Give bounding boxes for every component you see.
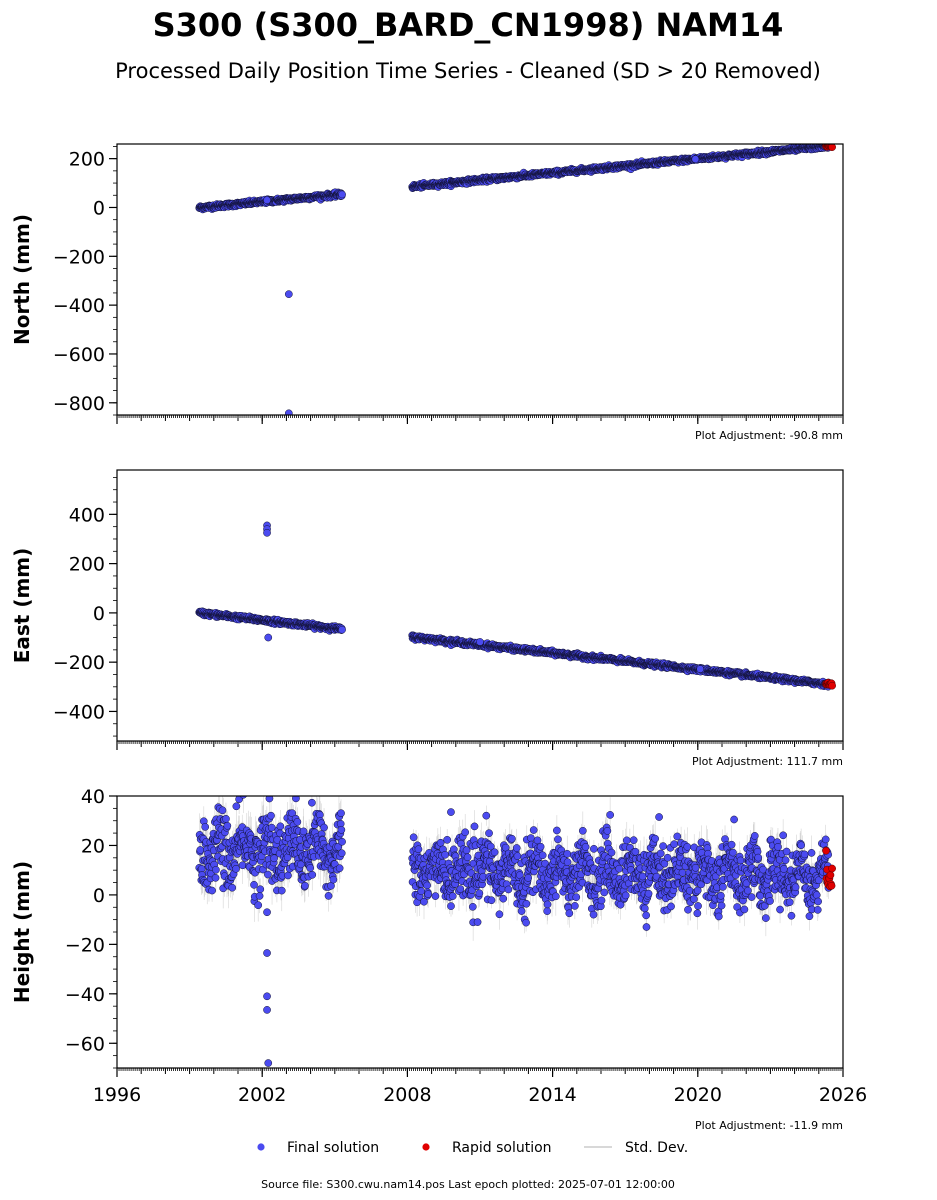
x-axis — [116, 741, 844, 750]
outlier-point — [263, 196, 271, 205]
y-tick-label: 200 — [69, 554, 105, 576]
y-axis: −400 −200 0 200 400 — [53, 476, 117, 737]
y-tick-label: 0 — [93, 197, 105, 219]
y-tick-label: 0 — [93, 603, 105, 625]
rapid-points — [822, 144, 836, 151]
chart-subtitle: Processed Daily Position Time Series - C… — [115, 59, 821, 83]
rapid-point — [828, 144, 836, 151]
plot-area — [195, 796, 836, 1067]
final-points — [195, 144, 833, 415]
y-tick-label: −800 — [53, 393, 105, 415]
y-tick-label: −200 — [53, 246, 105, 268]
final-point — [338, 190, 346, 199]
y-tick-label: −400 — [53, 295, 105, 317]
y-tick-label: 400 — [69, 504, 105, 526]
x-axis — [116, 415, 844, 424]
outlier-point — [284, 409, 293, 415]
y-tick-label: −400 — [53, 701, 105, 723]
rapid-point — [828, 681, 836, 690]
rapid-points — [822, 678, 836, 690]
y-axis: −800 −600 −400 −200 0 200 — [53, 146, 117, 416]
final-point — [338, 625, 346, 634]
outlier-point — [263, 528, 271, 537]
y-tick-label: 200 — [69, 149, 105, 171]
panel-north: −800 −600 −400 −200 0 200 North (mm) — [10, 143, 844, 424]
y-tick-label: −200 — [53, 652, 105, 674]
outlier-point — [691, 155, 700, 163]
plot-frame — [116, 469, 844, 742]
plot-area — [195, 521, 836, 691]
y-axis-label: East (mm) — [10, 548, 34, 664]
y-axis-label: North (mm) — [10, 214, 34, 345]
outlier-point — [476, 638, 484, 646]
final-points — [195, 521, 833, 691]
chart-title: S300 (S300_BARD_CN1998) NAM14 — [153, 6, 784, 44]
outlier-point — [264, 633, 273, 642]
plot-area — [195, 144, 836, 415]
outlier-point — [696, 665, 705, 673]
panel-height: 1996 2002 2008 2014 2020 2026−60−40−2002040He… — [10, 786, 867, 1106]
outlier-point — [284, 290, 293, 298]
panel-east: −400 −200 0 200 400 East (mm) — [10, 469, 844, 750]
y-tick-label: −600 — [53, 344, 105, 366]
